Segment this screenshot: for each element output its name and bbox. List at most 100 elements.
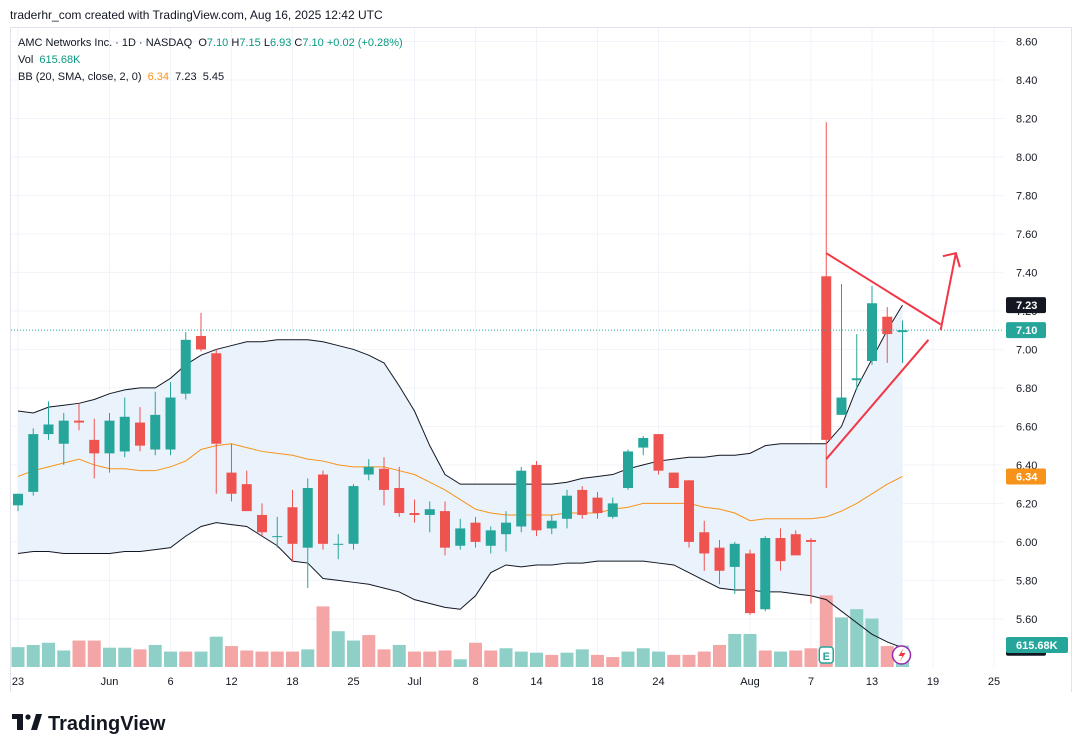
volume-bar xyxy=(774,651,787,667)
bb-lower-value: 5.45 xyxy=(202,71,225,83)
candle-body xyxy=(394,488,405,514)
volume-bar xyxy=(392,644,406,667)
volume-bar xyxy=(514,651,528,667)
bb-fill xyxy=(18,305,903,648)
y-tick-label: 5.80 xyxy=(1016,575,1037,587)
open-label: O xyxy=(198,37,207,49)
volume-bar xyxy=(804,648,818,667)
volume-bar xyxy=(499,648,513,667)
y-tick-label: 6.20 xyxy=(1016,498,1037,510)
volume-bar xyxy=(606,657,620,667)
volume-bar xyxy=(652,651,665,667)
candle-body xyxy=(562,495,572,519)
volume-bar xyxy=(194,651,208,667)
candle-body xyxy=(653,434,664,471)
earnings-badge-label: E xyxy=(823,651,830,663)
candle-body xyxy=(470,522,481,542)
volume-bar xyxy=(667,654,681,667)
volume-bar xyxy=(530,652,543,667)
candle-body xyxy=(821,276,832,440)
volume-bar xyxy=(682,654,696,667)
low-value: 6.93 xyxy=(269,37,292,49)
candle-body xyxy=(348,486,359,544)
y-tick-label: 7.80 xyxy=(1016,190,1037,202)
x-tick-label: Jul xyxy=(407,676,421,688)
price-tag-label: 7.23 xyxy=(1016,300,1037,312)
volume-bar xyxy=(11,647,25,667)
arrow-head xyxy=(942,252,961,268)
x-tick-label: 14 xyxy=(530,676,542,688)
volume-bar xyxy=(255,651,269,667)
candle-body xyxy=(74,420,84,423)
price-tag-label: 6.34 xyxy=(1016,471,1038,483)
candle-body xyxy=(119,416,130,452)
x-tick-label: 7 xyxy=(808,676,814,688)
candle-body xyxy=(104,420,115,454)
volume-bar xyxy=(148,644,162,667)
candle-body xyxy=(745,553,755,614)
candle-body xyxy=(455,528,466,546)
change-value: +0.02 (+0.28%) xyxy=(326,37,403,49)
volume-bar xyxy=(362,635,376,667)
x-tick-label: 12 xyxy=(225,676,237,688)
volume-bar xyxy=(636,648,650,667)
volume-bar xyxy=(758,650,772,667)
candle-body xyxy=(302,488,313,548)
high-value: 7.15 xyxy=(239,37,261,49)
volume-bar xyxy=(118,647,132,667)
bb-upper-line xyxy=(17,304,903,485)
candle-body xyxy=(531,464,542,531)
candle-body xyxy=(668,472,679,489)
candle-body xyxy=(729,543,740,567)
candle-body xyxy=(13,493,23,506)
volume-bar xyxy=(484,650,498,667)
price-tag xyxy=(1006,322,1046,339)
chart-frame xyxy=(10,27,1072,692)
candle-body xyxy=(684,480,694,542)
candle-body xyxy=(89,439,100,454)
candle-body xyxy=(546,520,557,529)
volume-bar xyxy=(880,646,894,667)
candle-body xyxy=(211,353,222,444)
volume-bar xyxy=(240,650,254,667)
candle-body xyxy=(226,472,237,494)
trendline xyxy=(825,252,942,326)
volume-bar xyxy=(850,609,864,667)
x-tick-label: 24 xyxy=(652,676,664,688)
volume-bar xyxy=(26,644,40,667)
y-tick-label: 6.60 xyxy=(1016,421,1037,433)
y-tick-label: 7.40 xyxy=(1016,267,1037,279)
y-tick-label: 5.60 xyxy=(1016,614,1037,626)
volume-tag-label: 615.68K xyxy=(1016,640,1058,652)
volume-bar xyxy=(225,646,238,667)
volume-bar xyxy=(438,650,452,667)
candle-body xyxy=(897,330,908,333)
volume-bar xyxy=(835,617,848,667)
volume-bar xyxy=(545,654,559,667)
volume-bar xyxy=(103,647,116,667)
tradingview-logo[interactable]: TradingView xyxy=(12,713,165,736)
candle-body xyxy=(28,434,39,492)
candle-body xyxy=(272,536,283,538)
volume-bar xyxy=(286,651,299,667)
candle-body xyxy=(333,543,344,545)
candle-body xyxy=(607,503,618,517)
candle-body xyxy=(424,509,435,515)
chart-caption: traderhr_com created with TradingView.co… xyxy=(10,8,383,22)
volume-bar xyxy=(331,631,345,667)
price-chart[interactable]: 23 Jun 6 12 18 25 Jul 8 14 18 24 Aug 7 13 19 25 8.60 8.40… xyxy=(0,0,1082,700)
candle-body xyxy=(135,422,145,446)
ohlc-row: AMC Networks Inc. · 1D · NASDAQ O7.10 H7… xyxy=(18,35,403,52)
candle-body xyxy=(577,489,588,515)
candle-body xyxy=(867,303,877,361)
candle-body xyxy=(592,497,603,514)
symbol-title: AMC Networks Inc. · 1D · NASDAQ xyxy=(18,37,193,49)
trendline xyxy=(825,339,930,460)
close-value: 7.10 xyxy=(302,37,324,49)
candle-body xyxy=(760,538,771,610)
candle-body xyxy=(699,532,710,554)
volume-bar xyxy=(133,649,147,667)
arrow-shaft xyxy=(939,252,957,331)
candle-body xyxy=(257,514,267,533)
candle-body xyxy=(165,397,176,450)
